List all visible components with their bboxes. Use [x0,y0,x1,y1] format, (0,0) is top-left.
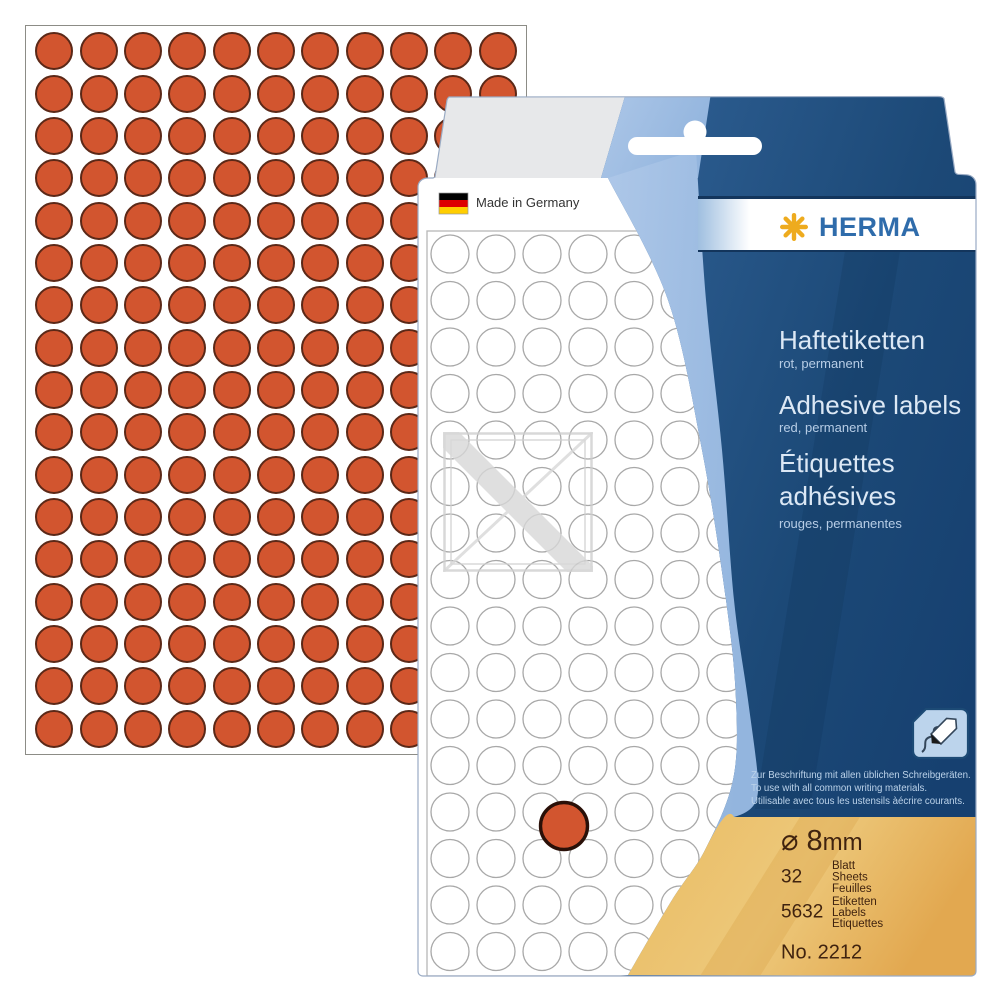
svg-text:adhésives: adhésives [779,481,896,511]
svg-text:5632: 5632 [781,902,823,923]
svg-text:Made in Germany: Made in Germany [476,195,580,210]
svg-text:Haftetiketten: Haftetiketten [779,325,925,355]
svg-text:red, permanent: red, permanent [779,420,868,435]
svg-text:Etiquettes: Etiquettes [832,918,883,930]
svg-text:rouges, permanentes: rouges, permanentes [779,516,902,531]
svg-text:32: 32 [781,867,802,888]
svg-text:Sheets: Sheets [832,872,868,884]
svg-text:No. 2212: No. 2212 [781,942,862,964]
svg-text:Adhesive labels: Adhesive labels [779,390,961,420]
svg-text:HERMA: HERMA [819,212,921,242]
svg-text:Zur Beschriftung mit allen übl: Zur Beschriftung mit allen üblichen Schr… [751,770,971,781]
svg-text:Utilisable avec tous les usten: Utilisable avec tous les ustensils àécri… [751,796,965,807]
svg-text:⌀ 8mm: ⌀ 8mm [781,825,863,857]
svg-text:Blatt: Blatt [832,860,856,872]
svg-text:rot, permanent: rot, permanent [779,356,864,371]
svg-text:To use with all common writing: To use with all common writing materials… [751,783,927,794]
svg-text:Étiquettes: Étiquettes [779,448,895,478]
svg-text:Feuilles: Feuilles [832,883,872,895]
